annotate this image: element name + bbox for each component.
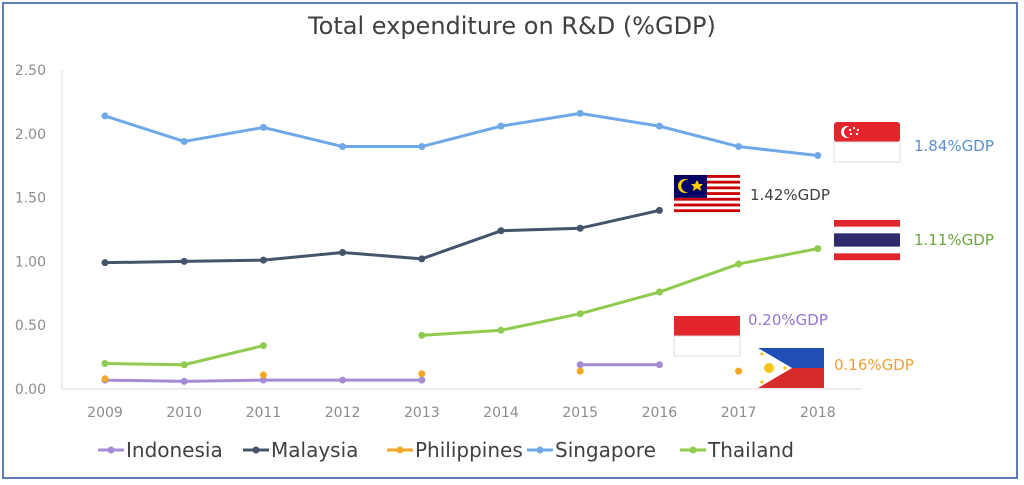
chart-title: Total expenditure on R&D (%GDP) bbox=[308, 12, 716, 40]
y-tick-label: 0.50 bbox=[15, 318, 46, 334]
data-point-thailand bbox=[259, 342, 267, 350]
data-point-thailand bbox=[655, 288, 663, 296]
series-layer bbox=[101, 109, 822, 385]
data-point-singapore bbox=[814, 151, 822, 159]
legend-label: Singapore bbox=[555, 438, 656, 462]
series-line-singapore bbox=[104, 111, 818, 157]
legend-swatch-marker bbox=[536, 446, 544, 454]
x-tick-label: 2014 bbox=[483, 405, 519, 421]
x-tick-label: 2018 bbox=[800, 405, 836, 421]
callout-philippines: 0.16%GDP bbox=[834, 356, 914, 374]
data-point-indonesia bbox=[418, 376, 426, 384]
data-point-thailand bbox=[180, 361, 188, 369]
series-thailand bbox=[101, 245, 822, 369]
data-point-indonesia bbox=[655, 361, 663, 369]
legend: Indonesia Malaysia Philippines Singapore Tha… bbox=[98, 438, 794, 462]
singapore-flag-icon bbox=[833, 122, 901, 163]
data-point-indonesia bbox=[259, 376, 267, 384]
data-point-thailand bbox=[101, 359, 109, 367]
y-tick-label: 1.50 bbox=[15, 191, 46, 207]
legend-item-thailand: Thailand bbox=[680, 438, 794, 462]
legend-label: Indonesia bbox=[126, 438, 223, 462]
data-point-malaysia bbox=[101, 259, 109, 267]
data-point-singapore bbox=[655, 122, 663, 130]
data-point-philippines bbox=[101, 375, 109, 383]
data-point-singapore bbox=[418, 143, 426, 151]
y-tick-label: 1.00 bbox=[15, 254, 46, 270]
y-tick-label: 0.00 bbox=[15, 382, 46, 398]
x-tick-label: 2013 bbox=[404, 405, 440, 421]
legend-label: Malaysia bbox=[271, 438, 358, 462]
callout-indonesia: 0.20%GDP bbox=[748, 311, 828, 329]
data-point-singapore bbox=[339, 143, 347, 151]
legend-item-philippines: Philippines bbox=[387, 438, 523, 462]
data-point-thailand bbox=[418, 331, 426, 339]
data-point-malaysia bbox=[180, 257, 188, 265]
data-point-malaysia bbox=[655, 206, 663, 214]
callout-thailand: 1.11%GDP bbox=[914, 231, 994, 249]
thailand-flag-icon bbox=[834, 220, 900, 261]
x-tick-label: 2016 bbox=[642, 405, 678, 421]
malaysia-flag-icon bbox=[674, 175, 740, 216]
data-point-thailand bbox=[576, 310, 584, 318]
data-point-thailand bbox=[814, 245, 822, 253]
data-point-philippines bbox=[576, 367, 584, 375]
data-point-malaysia bbox=[418, 255, 426, 263]
x-tick-label: 2011 bbox=[246, 405, 282, 421]
data-point-singapore bbox=[180, 137, 188, 145]
series-singapore bbox=[101, 109, 822, 159]
legend-swatch-marker bbox=[252, 446, 260, 454]
legend-swatch-marker bbox=[396, 446, 404, 454]
data-point-philippines bbox=[735, 367, 743, 375]
legend-swatch-marker bbox=[689, 446, 697, 454]
data-point-malaysia bbox=[259, 256, 267, 264]
series-philippines bbox=[101, 367, 743, 383]
data-point-philippines bbox=[418, 370, 426, 378]
x-tick-label: 2015 bbox=[562, 405, 598, 421]
philippines-flag-icon bbox=[758, 348, 824, 388]
data-point-thailand bbox=[497, 326, 505, 334]
x-tick-label: 2017 bbox=[721, 405, 757, 421]
y-tick-label: 2.50 bbox=[15, 63, 46, 79]
data-point-singapore bbox=[259, 123, 267, 131]
x-tick-label: 2010 bbox=[166, 405, 202, 421]
data-point-malaysia bbox=[497, 227, 505, 235]
callout-singapore: 1.84%GDP bbox=[914, 137, 994, 155]
data-point-singapore bbox=[101, 112, 109, 120]
data-point-indonesia bbox=[576, 361, 584, 369]
x-tick-label: 2012 bbox=[325, 405, 361, 421]
legend-swatch-marker bbox=[107, 446, 115, 454]
data-point-indonesia bbox=[180, 377, 188, 385]
y-tick-label: 2.00 bbox=[15, 127, 46, 143]
series-line-malaysia bbox=[104, 208, 660, 265]
data-point-malaysia bbox=[576, 224, 584, 232]
callout-malaysia: 1.42%GDP bbox=[750, 186, 830, 204]
legend-item-singapore: Singapore bbox=[527, 438, 656, 462]
series-line-thailand bbox=[421, 247, 819, 337]
data-point-indonesia bbox=[339, 376, 347, 384]
x-tick-label: 2009 bbox=[87, 405, 123, 421]
legend-item-indonesia: Indonesia bbox=[98, 438, 223, 462]
legend-label: Philippines bbox=[415, 438, 523, 462]
data-point-singapore bbox=[497, 122, 505, 130]
data-point-philippines bbox=[259, 371, 267, 379]
data-point-malaysia bbox=[339, 248, 347, 256]
indonesia-flag-icon bbox=[673, 316, 741, 357]
legend-item-malaysia: Malaysia bbox=[243, 438, 358, 462]
axes: 0.00 0.50 1.00 1.50 2.00 2.50 2009 2010 2011 2012… bbox=[15, 63, 862, 421]
data-point-singapore bbox=[576, 109, 584, 117]
legend-label: Thailand bbox=[707, 438, 794, 462]
flags-layer bbox=[673, 122, 901, 388]
series-malaysia bbox=[101, 206, 663, 267]
data-point-thailand bbox=[735, 260, 743, 268]
callouts-layer: 0.20%GDP 1.42%GDP 0.16%GDP 1.84%GDP 1.11%GDP bbox=[748, 137, 994, 374]
data-point-singapore bbox=[735, 143, 743, 151]
